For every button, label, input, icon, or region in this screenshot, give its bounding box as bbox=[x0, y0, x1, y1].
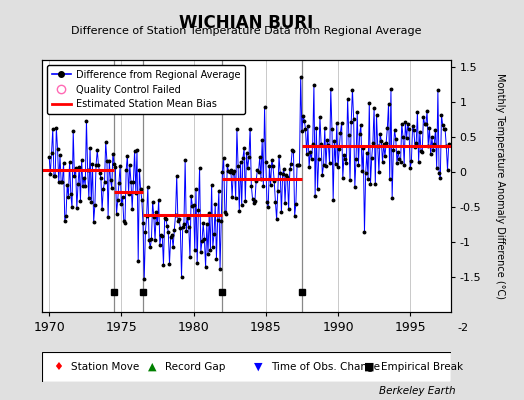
Legend: Difference from Regional Average, Quality Control Failed, Estimated Station Mean: Difference from Regional Average, Qualit… bbox=[47, 65, 245, 114]
Text: ■: ■ bbox=[364, 362, 374, 372]
Text: Record Gap: Record Gap bbox=[165, 362, 225, 372]
Text: -2: -2 bbox=[457, 323, 468, 333]
Text: ♦: ♦ bbox=[53, 362, 63, 372]
Text: Berkeley Earth: Berkeley Earth bbox=[379, 386, 456, 396]
Text: Time of Obs. Change: Time of Obs. Change bbox=[271, 362, 380, 372]
Text: ▲: ▲ bbox=[148, 362, 157, 372]
Text: Empirical Break: Empirical Break bbox=[381, 362, 463, 372]
Y-axis label: Monthly Temperature Anomaly Difference (°C): Monthly Temperature Anomaly Difference (… bbox=[495, 73, 505, 299]
Text: WICHIAN BURI: WICHIAN BURI bbox=[179, 14, 313, 32]
FancyBboxPatch shape bbox=[42, 352, 451, 382]
Text: ▼: ▼ bbox=[254, 362, 263, 372]
Text: Difference of Station Temperature Data from Regional Average: Difference of Station Temperature Data f… bbox=[71, 26, 421, 36]
Text: Station Move: Station Move bbox=[71, 362, 139, 372]
